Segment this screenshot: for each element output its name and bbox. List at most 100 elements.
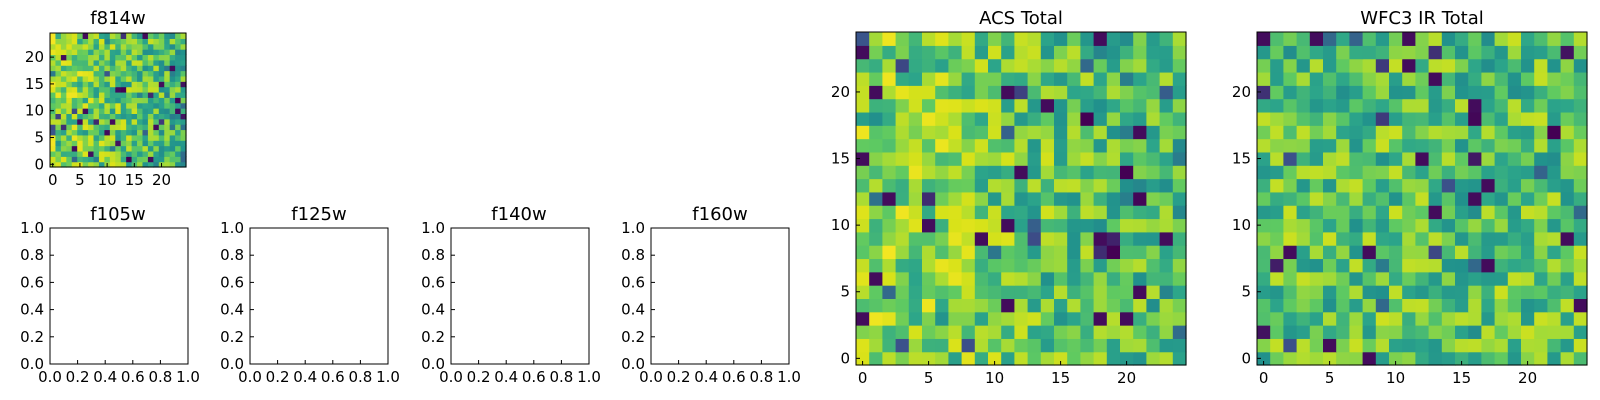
- heatmap-cell: [1270, 205, 1284, 220]
- heatmap-cell: [50, 156, 57, 163]
- heatmap-cell: [1146, 58, 1161, 73]
- heatmap-cell: [1027, 271, 1042, 286]
- heatmap-cell: [153, 91, 160, 98]
- heatmap-cell: [1481, 71, 1496, 86]
- heatmap-cell: [1547, 191, 1562, 206]
- heatmap-cell: [1309, 45, 1324, 60]
- heatmap-cell: [142, 65, 149, 72]
- heatmap-cell: [895, 271, 910, 286]
- heatmap-cell: [1468, 271, 1482, 286]
- heatmap-cell: [137, 108, 144, 114]
- heatmap-cell: [856, 298, 870, 313]
- heatmap-cell: [180, 150, 187, 157]
- heatmap-cell: [109, 113, 116, 120]
- heatmap-cell: [1270, 151, 1284, 166]
- heatmap-cell: [115, 113, 122, 120]
- heatmap-cell: [1323, 325, 1337, 339]
- heatmap-cell: [1106, 151, 1121, 166]
- heatmap-cell: [1415, 45, 1430, 60]
- heatmap-cell: [895, 58, 910, 73]
- heatmap-cell: [180, 91, 187, 98]
- heatmap-cell: [1054, 85, 1068, 100]
- heatmap-cell: [164, 59, 171, 66]
- heatmap-cell: [169, 140, 176, 147]
- heatmap-cell: [109, 43, 116, 50]
- heatmap-cell: [1120, 325, 1134, 339]
- heatmap-cell: [71, 70, 78, 77]
- heatmap-cell: [974, 338, 989, 353]
- heatmap-cell: [1349, 45, 1364, 60]
- heatmap-cell: [1389, 298, 1403, 313]
- heatmap-cell: [120, 97, 127, 104]
- heatmap-cell: [120, 145, 127, 152]
- heatmap-cell: [1106, 205, 1121, 220]
- heatmap-cell: [131, 124, 138, 131]
- heatmap-cell: [1336, 71, 1350, 86]
- heatmap-cell: [1133, 32, 1147, 46]
- heatmap-cell: [1415, 125, 1430, 140]
- heatmap-cell: [1402, 271, 1416, 286]
- y-tick-label: 0.0: [621, 355, 645, 373]
- heatmap-cell: [1040, 98, 1055, 113]
- x-tick-label: 10: [985, 369, 1004, 387]
- heatmap-cell: [1296, 351, 1311, 366]
- heatmap-cell: [1481, 138, 1496, 153]
- y-tick-label: 0.4: [421, 301, 445, 319]
- heatmap-cell: [1283, 125, 1298, 140]
- heatmap-cell: [1375, 138, 1390, 153]
- heatmap-cell: [1296, 85, 1311, 100]
- heatmap-cell: [131, 140, 138, 147]
- heatmap-cell: [1120, 351, 1134, 366]
- heatmap-cell: [961, 351, 976, 366]
- heatmap-cell: [1402, 325, 1416, 339]
- heatmap-cell: [1547, 125, 1562, 140]
- heatmap-cell: [104, 150, 111, 157]
- heatmap-cell: [142, 161, 149, 168]
- heatmap-cell: [1402, 111, 1416, 126]
- heatmap-cell: [1133, 218, 1147, 233]
- heatmap-cell: [908, 325, 923, 339]
- heatmap-cell: [1323, 191, 1337, 206]
- heatmap-cell: [175, 124, 182, 131]
- heatmap-cell: [55, 140, 62, 147]
- heatmap-cell: [1468, 231, 1482, 246]
- y-tick-label: 0.8: [421, 246, 445, 264]
- heatmap-cell: [131, 97, 138, 104]
- heatmap-cell: [1560, 165, 1575, 180]
- heatmap-cell: [88, 33, 95, 39]
- heatmap-cell: [1441, 191, 1456, 206]
- heatmap-cell: [882, 165, 897, 180]
- heatmap-cell: [1402, 338, 1416, 353]
- heatmap-cell: [1441, 311, 1456, 326]
- heatmap-cell: [93, 91, 100, 98]
- heatmap-cell: [142, 124, 149, 131]
- heatmap-cell: [1389, 58, 1403, 73]
- heatmap-cell: [142, 38, 149, 45]
- heatmap-cell: [1133, 231, 1147, 246]
- heatmap-cell: [1560, 98, 1575, 113]
- heatmap-cell: [120, 134, 127, 141]
- heatmap-cell: [1560, 325, 1575, 339]
- heatmap-cell: [1389, 205, 1403, 220]
- heatmap-cell: [1172, 125, 1187, 140]
- heatmap-cell: [1573, 285, 1588, 299]
- heatmap-cell: [1270, 138, 1284, 153]
- heatmap-cell: [974, 245, 989, 260]
- heatmap-cell: [1402, 258, 1416, 273]
- heatmap-cell: [1146, 98, 1161, 113]
- heatmap-cell: [66, 86, 73, 93]
- heatmap-cell: [935, 32, 949, 46]
- heatmap-cell: [1001, 245, 1015, 260]
- heatmap-cell: [104, 54, 111, 61]
- heatmap-cell: [1283, 205, 1298, 220]
- heatmap-cell: [131, 59, 138, 66]
- heatmap-cell: [869, 205, 883, 220]
- heatmap-cell: [98, 102, 105, 109]
- heatmap-cell: [60, 161, 67, 168]
- heatmap-cell: [908, 85, 923, 100]
- heatmap-cell: [1455, 325, 1469, 339]
- heatmap-cell: [98, 134, 105, 141]
- heatmap-cell: [109, 145, 116, 152]
- heatmap-cell: [1507, 285, 1522, 299]
